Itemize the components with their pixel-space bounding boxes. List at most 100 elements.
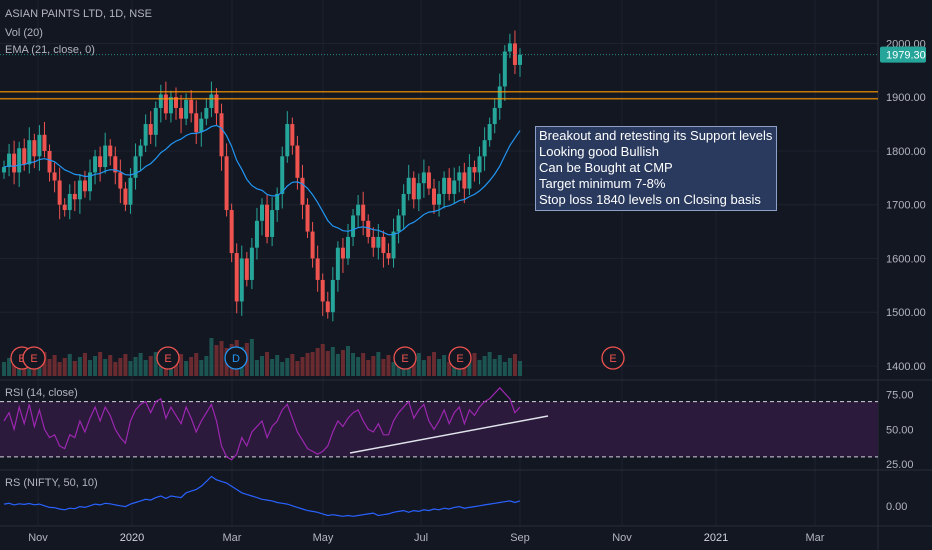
candle-body <box>37 134 42 157</box>
last-price-label: 1979.30 <box>886 50 926 62</box>
candle-body <box>194 113 199 133</box>
volume-bar <box>305 353 310 376</box>
price-tick-label: 1500.00 <box>886 307 926 319</box>
candle-body <box>153 107 158 135</box>
volume-bar <box>335 354 340 376</box>
candle-body <box>174 97 178 108</box>
candle-body <box>502 51 507 87</box>
volume-bar <box>67 354 72 376</box>
candle-body <box>12 153 17 173</box>
volume-bar <box>386 355 391 376</box>
volume-bar <box>421 360 426 376</box>
candle-body <box>447 177 452 194</box>
volume-legend[interactable]: Vol (20) <box>5 27 43 39</box>
marker-label: E <box>164 353 171 365</box>
earnings-marker: E <box>156 346 180 370</box>
candle-body <box>280 156 285 194</box>
volume-bar <box>103 359 108 376</box>
candle-body <box>275 193 280 211</box>
candle-body <box>224 156 229 211</box>
candle-body <box>138 145 143 157</box>
candle-body <box>411 177 416 200</box>
candle-body <box>371 236 376 248</box>
volume-bar <box>391 362 396 376</box>
time-tick-label: Mar <box>806 532 825 544</box>
volume-bar <box>275 355 280 376</box>
volume-bar <box>42 352 47 376</box>
candle-body <box>406 177 411 194</box>
volume-bar <box>108 355 113 376</box>
rsi-legend[interactable]: RSI (14, close) <box>5 387 78 399</box>
marker-label: E <box>18 353 25 365</box>
candle-body <box>239 258 244 302</box>
note-line: Stop loss 1840 levels on Closing basis <box>539 192 761 207</box>
time-tick-label: Jul <box>414 532 428 544</box>
analysis-note[interactable]: Breakout and retesting its Support level… <box>535 126 777 211</box>
candle-body <box>249 247 254 280</box>
candle-body <box>244 258 249 280</box>
last-price-tag <box>880 46 926 63</box>
volume-bar <box>260 356 264 376</box>
candle-body <box>133 156 138 178</box>
volume-bar <box>285 358 290 376</box>
volume-bar <box>47 359 52 376</box>
volume-bar <box>442 355 447 376</box>
candle-body <box>467 167 472 189</box>
rs-line <box>3 475 521 517</box>
price-tick-label: 1900.00 <box>886 92 926 104</box>
volume-bar <box>113 362 118 376</box>
marker-circle <box>156 346 180 370</box>
candle-body <box>270 210 275 237</box>
candle-body <box>285 124 290 157</box>
volume-bar <box>351 353 356 376</box>
volume-bar <box>7 358 12 376</box>
candle-body <box>219 113 224 157</box>
candle-body <box>179 107 184 119</box>
candle-body <box>386 253 391 259</box>
price-tick-label: 1400.00 <box>886 361 926 373</box>
candle-body <box>67 193 72 211</box>
time-tick-label: Nov <box>612 532 632 544</box>
marker-label: D <box>232 353 240 365</box>
candle-body <box>77 180 82 200</box>
candle-body <box>163 94 168 114</box>
time-tick-label: May <box>313 532 334 544</box>
rs-legend[interactable]: RS (NIFTY, 50, 10) <box>5 477 98 489</box>
volume-bar <box>411 357 416 376</box>
earnings-marker: E <box>393 346 417 370</box>
volume-bar <box>98 352 103 376</box>
volume-bar <box>518 361 522 376</box>
volume-bar <box>194 353 199 376</box>
candle-body <box>7 153 12 168</box>
volume-bar <box>199 360 204 376</box>
ema-line <box>3 124 521 236</box>
volume-bar <box>315 348 320 376</box>
volume-bar <box>270 359 275 376</box>
volume-bar <box>265 352 270 376</box>
candle-body <box>366 220 371 237</box>
volume-bar <box>93 356 98 376</box>
candle-body <box>52 172 57 181</box>
candle-body <box>22 148 27 165</box>
volume-bar <box>209 338 214 376</box>
candle-body <box>148 124 153 135</box>
candle-body <box>234 253 239 302</box>
volume-bar <box>497 355 502 376</box>
earnings-marker: E <box>601 346 625 370</box>
ema-legend[interactable]: EMA (21, close, 0) <box>5 44 95 56</box>
rsi-line <box>3 386 521 461</box>
volume-bar <box>416 353 421 376</box>
volume-bar <box>467 357 472 376</box>
marker-label: E <box>609 353 616 365</box>
candle-body <box>356 204 361 216</box>
candle-body <box>330 279 335 313</box>
candle-body <box>47 150 52 173</box>
candle-body <box>487 124 492 141</box>
note-line: Target minimum 7-8% <box>539 176 666 191</box>
volume-bar <box>148 356 153 376</box>
candle-body <box>17 148 22 173</box>
symbol-legend[interactable]: ASIAN PAINTS LTD, 1D, NSE <box>5 8 152 20</box>
volume-bar <box>174 358 178 376</box>
candle-body <box>391 231 396 259</box>
